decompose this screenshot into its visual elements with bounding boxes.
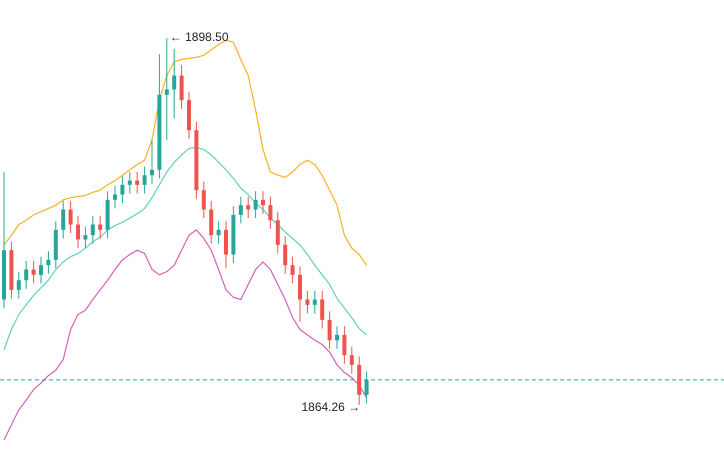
- candle-body: [142, 175, 147, 185]
- candle-body: [9, 250, 14, 290]
- candle-body: [335, 334, 339, 341]
- candle-body: [224, 229, 228, 255]
- candle-body: [98, 224, 103, 230]
- low-label: 1864.26 →: [301, 400, 360, 414]
- candle-body: [135, 180, 140, 185]
- band-line: [3, 39, 368, 266]
- candle-body: [305, 299, 310, 305]
- candle-body: [342, 334, 347, 356]
- candle-body: [364, 379, 369, 395]
- band-line: [3, 229, 368, 441]
- candle-body: [31, 269, 36, 275]
- candle-body: [83, 235, 88, 240]
- candle-body: [46, 259, 51, 266]
- candle-body: [150, 169, 154, 176]
- candle-body: [216, 229, 221, 236]
- candle-body: [349, 355, 354, 365]
- candle-body: [76, 224, 80, 240]
- candle-body: [253, 199, 258, 210]
- candle-body: [298, 274, 302, 300]
- candle-body: [127, 180, 132, 185]
- band-line: [3, 146, 367, 351]
- candle-body: [113, 194, 117, 200]
- candle-body: [61, 209, 66, 230]
- candle-body: [187, 100, 191, 131]
- high-label: ← 1898.50: [170, 30, 229, 44]
- candle-body: [268, 205, 273, 221]
- candle-body: [53, 229, 58, 260]
- candle-body: [275, 220, 280, 245]
- candle-body: [157, 94, 162, 170]
- candle-body: [164, 89, 169, 95]
- candle-body: [238, 205, 243, 215]
- candle-body: [261, 199, 265, 206]
- candle-body: [68, 209, 73, 225]
- candle-body: [312, 299, 317, 305]
- candle-body: [201, 190, 206, 210]
- candle-body: [246, 205, 251, 210]
- candle-body: [39, 265, 43, 275]
- candle-body: [320, 299, 325, 320]
- candle-body: [105, 199, 110, 230]
- candle-body: [290, 265, 295, 275]
- candle-body: [179, 75, 184, 101]
- candle-body: [24, 269, 29, 281]
- candle-body: [209, 209, 214, 236]
- candle-body: [283, 244, 288, 266]
- candle-body: [2, 250, 6, 300]
- candle-body: [16, 280, 21, 290]
- candle-body: [90, 224, 95, 236]
- candle-body: [194, 130, 199, 191]
- candle-body: [357, 364, 362, 395]
- candle-body: [172, 75, 177, 90]
- candle-body: [231, 214, 236, 255]
- candle-body: [327, 319, 332, 341]
- candle-body: [120, 184, 125, 195]
